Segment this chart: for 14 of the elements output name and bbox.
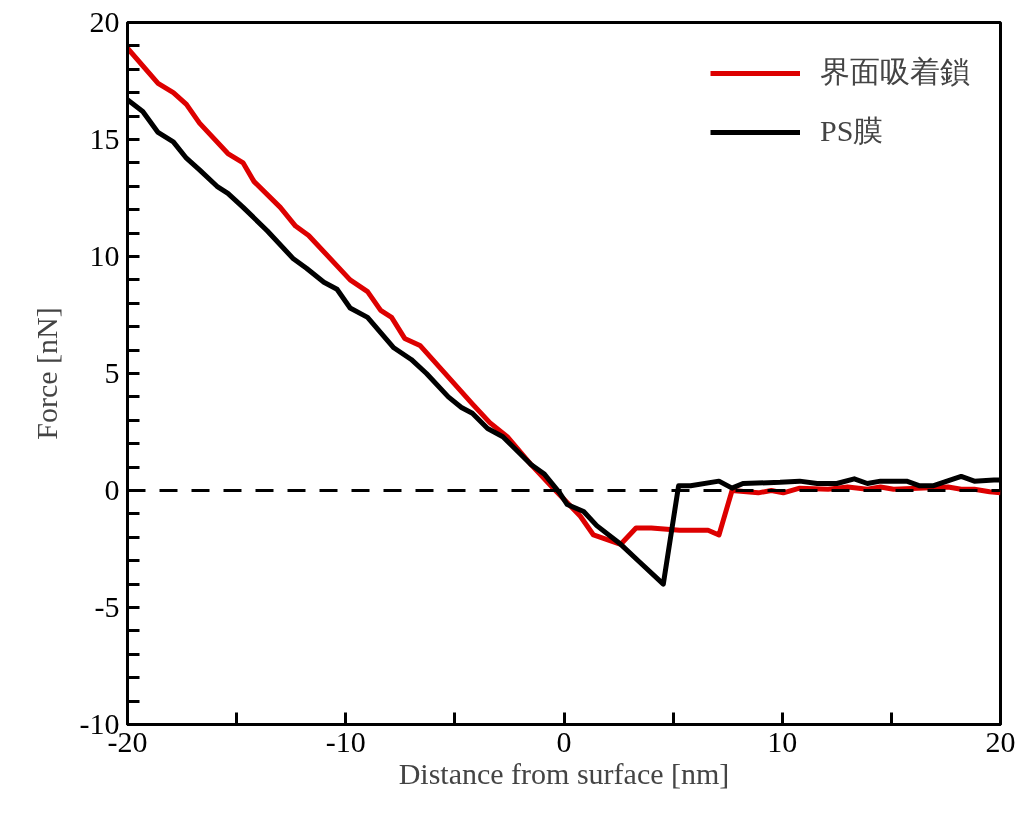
y-tick-label: 20 <box>89 5 120 38</box>
y-tick-label: 5 <box>104 356 120 389</box>
y-tick-label: 0 <box>104 473 120 506</box>
y-tick-label: 15 <box>89 122 120 155</box>
x-axis-title: Distance from surface [nm] <box>398 756 730 790</box>
x-tick-label: 20 <box>985 724 1016 758</box>
legend-label: PS膜 <box>820 113 884 149</box>
x-tick-label: -10 <box>325 724 366 758</box>
y-tick-label: 10 <box>89 239 120 272</box>
legend-label: 界面吸着鎖 <box>820 54 970 90</box>
y-tick-label: -5 <box>94 590 120 623</box>
y-axis-title: Force [nN] <box>29 307 63 440</box>
x-tick-label: 10 <box>767 724 798 758</box>
x-tick-label: 0 <box>556 724 572 758</box>
